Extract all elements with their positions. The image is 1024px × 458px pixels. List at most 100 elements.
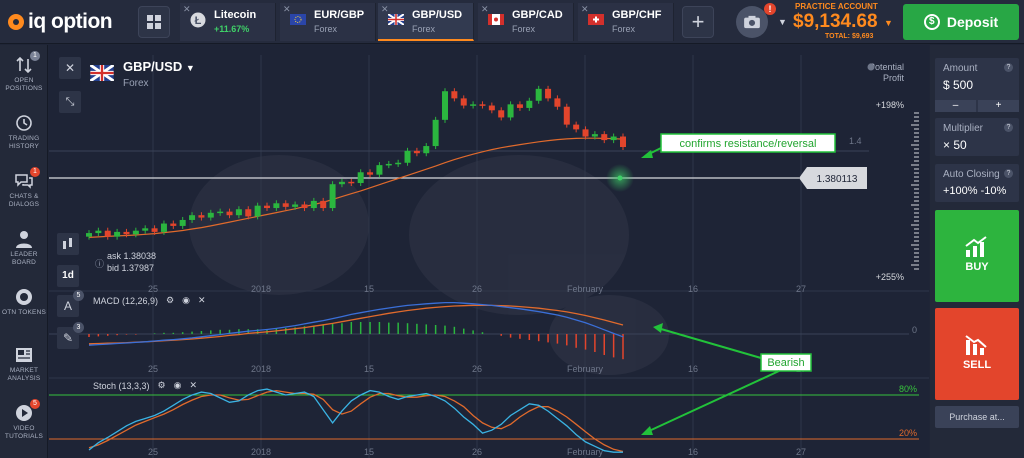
total-balance: TOTAL: $9,693 bbox=[825, 33, 874, 40]
asset-name: GBP/USD bbox=[123, 59, 183, 74]
chart-area[interactable]: 1.4 1.380113 25 2018 15 26 February 16 27 25 201… bbox=[49, 45, 929, 458]
play-icon: 5 bbox=[14, 399, 40, 423]
deposit-label: Deposit bbox=[946, 14, 999, 30]
tab-name: GBP/CHF bbox=[612, 9, 662, 21]
candle bbox=[385, 163, 392, 166]
add-tab-button[interactable]: + bbox=[682, 6, 714, 38]
iq-option-logo[interactable]: iq option bbox=[8, 10, 113, 34]
time-axis-label: 15 bbox=[364, 447, 374, 457]
close-icon[interactable]: ✕ bbox=[381, 4, 389, 14]
chart-type-button[interactable] bbox=[57, 233, 79, 255]
help-icon[interactable]: ? bbox=[1004, 169, 1013, 178]
logo-text: iq option bbox=[28, 10, 113, 33]
buy-label: BUY bbox=[965, 261, 989, 273]
candle bbox=[404, 150, 411, 163]
gear-icon[interactable]: ⚙ bbox=[157, 380, 166, 390]
auto-closing-box[interactable]: Auto Closing ? +100% -10% bbox=[935, 164, 1019, 202]
sell-button[interactable]: SELL bbox=[935, 308, 1019, 400]
close-icon[interactable]: ✕ bbox=[183, 4, 191, 14]
nav-open-positions[interactable]: 1 OPEN POSITIONS bbox=[0, 49, 48, 103]
amount-input[interactable]: $ 500 bbox=[943, 78, 974, 92]
close-icon[interactable]: ✕ bbox=[481, 4, 489, 14]
candle bbox=[160, 223, 167, 232]
left-sidebar: 1 OPEN POSITIONS TRADING HISTORY 1 CHATS… bbox=[0, 45, 48, 458]
candle bbox=[451, 91, 458, 99]
candle bbox=[338, 181, 345, 185]
timeframe-button[interactable]: 1d bbox=[57, 265, 79, 287]
nav-chats-dialogs[interactable]: 1 CHATS & DIALOGS bbox=[0, 165, 48, 219]
tab-gbp-cad[interactable]: ✕ GBP/CAD Forex bbox=[478, 3, 574, 41]
close-chart-button[interactable]: ✕ bbox=[59, 57, 81, 79]
candles-layer bbox=[86, 85, 626, 240]
close-icon[interactable]: ✕ bbox=[283, 4, 291, 14]
buy-button[interactable]: BUY bbox=[935, 210, 1019, 302]
tab-gbp-chf[interactable]: ✕ GBP/CHF Forex bbox=[578, 3, 674, 41]
amount-increase-button[interactable]: + bbox=[978, 100, 1019, 112]
gear-icon[interactable]: ⚙ bbox=[166, 295, 175, 305]
uk-flag-icon bbox=[90, 65, 114, 81]
history-clock-icon bbox=[14, 113, 34, 133]
logo-mark-icon bbox=[8, 14, 24, 30]
tab-gbp-usd[interactable]: ✕ GBP/USD Forex bbox=[378, 3, 474, 41]
eu-flag-icon bbox=[290, 14, 306, 25]
purchase-at-button[interactable]: Purchase at... bbox=[935, 406, 1019, 428]
candle bbox=[207, 212, 214, 218]
nav-otn-tokens[interactable]: OTN TOKENS bbox=[0, 281, 48, 335]
close-icon[interactable]: ✕ bbox=[581, 4, 589, 14]
amount-box[interactable]: Amount ? $ 500 – + bbox=[935, 58, 1019, 112]
drawing-tools-button[interactable]: ✎ bbox=[57, 327, 79, 349]
balance-value[interactable]: $9,134.68 bbox=[793, 11, 878, 32]
asset-selector[interactable]: GBP/USD ▼ bbox=[123, 59, 195, 74]
macd-zero-label: 0 bbox=[912, 325, 917, 335]
tab-eur-gbp[interactable]: ✕ EUR/GBP Forex bbox=[280, 3, 376, 41]
candle bbox=[123, 231, 130, 235]
macd-legend: MACD (12,26,9) ⚙ ◉ ✕ bbox=[93, 295, 206, 306]
account-menu-chevron-icon[interactable]: ▼ bbox=[778, 17, 787, 27]
macd-layer bbox=[88, 301, 624, 360]
nav-trading-history[interactable]: TRADING HISTORY bbox=[0, 107, 48, 161]
plus-icon: + bbox=[691, 9, 705, 34]
annotation-bearish: Bearish bbox=[641, 323, 812, 435]
candle bbox=[142, 228, 149, 231]
asset-grid-button[interactable] bbox=[138, 6, 170, 38]
profit-bottom-value: +255% bbox=[876, 272, 904, 282]
info-icon[interactable] bbox=[867, 63, 875, 71]
tab-change: +11.67% bbox=[214, 24, 250, 34]
balance-chevron-icon[interactable]: ▼ bbox=[884, 18, 893, 28]
close-icon: ✕ bbox=[64, 61, 76, 75]
nav-label: OPEN POSITIONS bbox=[5, 77, 43, 92]
nav-leader-board[interactable]: LEADER BOARD bbox=[0, 223, 48, 277]
indicators-button[interactable]: A bbox=[57, 295, 79, 317]
candle bbox=[273, 203, 280, 209]
moving-average-layer bbox=[88, 137, 624, 238]
multiplier-box[interactable]: Multiplier ? × 50 bbox=[935, 118, 1019, 156]
help-icon[interactable]: ? bbox=[1004, 123, 1013, 132]
deposit-button[interactable]: $ Deposit bbox=[903, 4, 1019, 40]
time-axis-label: 26 bbox=[472, 447, 482, 457]
time-axis-label: 26 bbox=[472, 364, 482, 374]
candle bbox=[282, 203, 289, 207]
price-chart[interactable]: 1.4 1.380113 25 2018 15 26 February 16 27 25 201… bbox=[49, 45, 929, 458]
help-icon[interactable]: ? bbox=[1004, 63, 1013, 72]
auto-closing-value[interactable]: +100% -10% bbox=[943, 185, 1007, 197]
annotation-confirms: confirms resistance/reversal bbox=[641, 133, 836, 158]
candle bbox=[189, 215, 196, 220]
account-avatar-button[interactable] bbox=[736, 6, 768, 38]
close-icon[interactable]: ✕ bbox=[197, 295, 206, 305]
close-icon[interactable]: ✕ bbox=[189, 380, 198, 390]
candle bbox=[507, 104, 514, 118]
collapse-chart-button[interactable]: ⤡ bbox=[59, 91, 81, 113]
time-axis-label: 15 bbox=[364, 364, 374, 374]
time-axis-label: February bbox=[567, 364, 604, 374]
tab-litecoin[interactable]: ✕ Ł Litecoin +11.67% bbox=[180, 3, 276, 41]
candle bbox=[488, 105, 495, 111]
amount-decrease-button[interactable]: – bbox=[935, 100, 976, 112]
eye-icon[interactable]: ◉ bbox=[182, 295, 190, 305]
nav-market-analysis[interactable]: MARKET ANALYSIS bbox=[0, 339, 48, 393]
multiplier-value[interactable]: × 50 bbox=[943, 138, 967, 152]
time-axis-label: 15 bbox=[364, 284, 374, 294]
nav-video-tutorials[interactable]: 5 VIDEO TUTORIALS bbox=[0, 397, 48, 451]
stoch-legend: Stoch (13,3,3) ⚙ ◉ ✕ bbox=[93, 380, 197, 391]
quote-info-icon[interactable]: ⓘ bbox=[95, 259, 105, 269]
eye-icon[interactable]: ◉ bbox=[173, 380, 182, 390]
